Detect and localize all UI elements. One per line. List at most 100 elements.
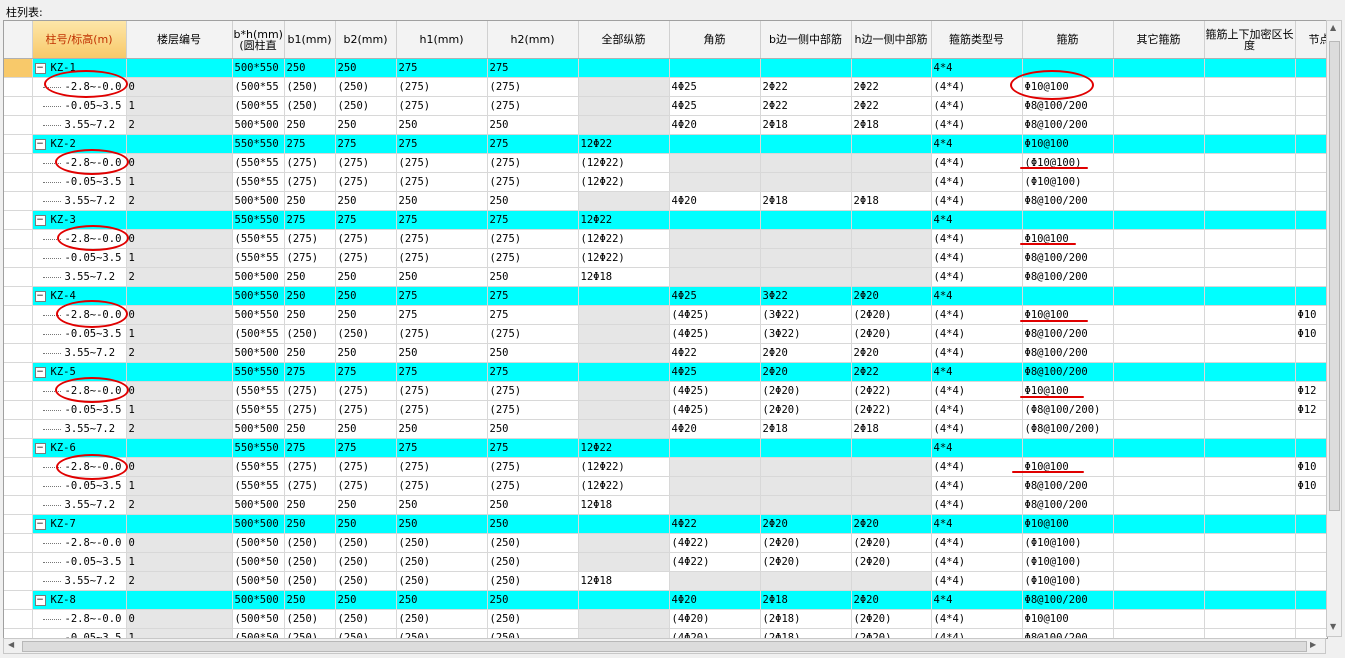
table-cell[interactable]: 250 bbox=[396, 514, 488, 534]
floor-row[interactable]: -0.05~3.5 1 (500*50 (250) (250) (250) (250) (4Φ… bbox=[4, 628, 1327, 638]
table-cell[interactable]: 0 bbox=[126, 457, 233, 477]
table-cell[interactable] bbox=[1113, 571, 1205, 591]
table-cell[interactable]: 2Φ20 bbox=[851, 590, 932, 610]
collapse-icon[interactable]: − bbox=[34, 138, 46, 150]
table-cell[interactable]: (500*50 bbox=[232, 552, 285, 572]
table-cell[interactable] bbox=[126, 438, 233, 458]
column-group-row[interactable]: − KZ-6 550*550 275 275 275 275 12Φ22 4*4 bbox=[4, 438, 1327, 458]
table-cell[interactable]: -0.05~3.5 bbox=[32, 172, 127, 192]
collapse-icon[interactable]: − bbox=[34, 62, 46, 74]
table-cell[interactable]: 2Φ18 bbox=[760, 191, 852, 211]
table-cell[interactable]: (12Φ22) bbox=[578, 248, 670, 268]
table-cell[interactable]: 2Φ20 bbox=[851, 514, 932, 534]
table-cell[interactable]: 275 bbox=[335, 210, 397, 230]
table-cell[interactable]: (Φ8@100/200) bbox=[1022, 400, 1114, 420]
column-group-row[interactable]: − KZ-8 500*500 250 250 250 250 4Φ20 2Φ18 2Φ20 4*4 Φ… bbox=[4, 590, 1327, 610]
table-cell[interactable] bbox=[1204, 419, 1296, 439]
table-cell[interactable] bbox=[1295, 438, 1327, 458]
table-cell[interactable]: 500*500 bbox=[232, 590, 285, 610]
row-indicator[interactable] bbox=[4, 305, 33, 325]
table-cell[interactable] bbox=[1113, 248, 1205, 268]
row-indicator[interactable] bbox=[4, 457, 33, 477]
table-cell[interactable]: 0 bbox=[126, 533, 233, 553]
table-cell[interactable] bbox=[1022, 210, 1114, 230]
table-cell[interactable] bbox=[1204, 628, 1296, 638]
table-cell[interactable]: 1 bbox=[126, 172, 233, 192]
table-cell[interactable]: 3.55~7.2 bbox=[32, 115, 127, 135]
table-cell[interactable]: Φ10 bbox=[1295, 457, 1327, 477]
row-indicator[interactable] bbox=[4, 400, 33, 420]
table-cell[interactable] bbox=[851, 571, 932, 591]
table-cell[interactable]: (4*4) bbox=[931, 457, 1023, 477]
table-cell[interactable]: 0 bbox=[126, 305, 233, 325]
table-cell[interactable]: (275) bbox=[335, 172, 397, 192]
table-cell[interactable]: (4Φ25) bbox=[669, 400, 761, 420]
row-indicator[interactable] bbox=[4, 191, 33, 211]
table-cell[interactable]: 4*4 bbox=[931, 210, 1023, 230]
table-cell[interactable]: 4Φ22 bbox=[669, 514, 761, 534]
table-cell[interactable]: 250 bbox=[487, 590, 579, 610]
table-cell[interactable]: Φ8@100/200 bbox=[1022, 96, 1114, 116]
table-cell[interactable] bbox=[578, 552, 670, 572]
table-cell[interactable]: -2.8~-0.0 bbox=[32, 153, 127, 173]
table-cell[interactable]: 250 bbox=[284, 419, 336, 439]
column-table-grid[interactable]: 柱号/标高(m) 楼层编号 b*h(mm)(圆柱直 b1(mm) b2(mm) h1(mm… bbox=[3, 20, 1328, 639]
scroll-down-icon[interactable]: ▼ bbox=[1330, 622, 1337, 631]
table-cell[interactable]: − KZ-6 bbox=[32, 438, 127, 458]
table-cell[interactable]: 275 bbox=[396, 58, 488, 78]
table-cell[interactable]: (250) bbox=[335, 609, 397, 629]
floor-row[interactable]: 3.55~7.2 2 500*500 250 250 250 250 4Φ20 2Φ18 2Φ18… bbox=[4, 419, 1327, 439]
table-cell[interactable]: (500*55 bbox=[232, 77, 285, 97]
table-cell[interactable]: Φ10 bbox=[1295, 305, 1327, 325]
table-cell[interactable]: 250 bbox=[396, 115, 488, 135]
column-group-row[interactable]: − KZ-7 500*500 250 250 250 250 4Φ22 2Φ20 2Φ20 4*4 Φ… bbox=[4, 514, 1327, 534]
row-indicator[interactable] bbox=[4, 210, 33, 230]
table-cell[interactable]: 0 bbox=[126, 381, 233, 401]
table-cell[interactable]: 500*500 bbox=[232, 115, 285, 135]
table-cell[interactable] bbox=[760, 267, 852, 287]
table-cell[interactable]: (2Φ18) bbox=[760, 628, 852, 638]
table-cell[interactable] bbox=[1295, 590, 1327, 610]
table-cell[interactable] bbox=[1204, 400, 1296, 420]
table-cell[interactable]: (250) bbox=[284, 533, 336, 553]
column-header[interactable]: b*h(mm)(圆柱直 bbox=[232, 21, 285, 59]
table-cell[interactable]: 1 bbox=[126, 552, 233, 572]
table-cell[interactable]: 4Φ25 bbox=[669, 96, 761, 116]
table-cell[interactable]: (12Φ22) bbox=[578, 153, 670, 173]
table-cell[interactable] bbox=[1022, 58, 1114, 78]
row-indicator[interactable] bbox=[4, 267, 33, 287]
table-cell[interactable] bbox=[1295, 134, 1327, 154]
table-cell[interactable]: Φ10@100 bbox=[1022, 514, 1114, 534]
table-cell[interactable]: 275 bbox=[335, 438, 397, 458]
table-cell[interactable]: 1 bbox=[126, 628, 233, 638]
table-cell[interactable]: 250 bbox=[396, 191, 488, 211]
column-header[interactable]: b1(mm) bbox=[284, 21, 336, 59]
table-cell[interactable] bbox=[126, 210, 233, 230]
table-cell[interactable] bbox=[851, 134, 932, 154]
table-cell[interactable]: (2Φ20) bbox=[760, 552, 852, 572]
table-cell[interactable]: (275) bbox=[396, 248, 488, 268]
table-cell[interactable] bbox=[578, 533, 670, 553]
table-cell[interactable]: (275) bbox=[396, 324, 488, 344]
table-cell[interactable]: (2Φ20) bbox=[851, 552, 932, 572]
table-cell[interactable]: 2Φ20 bbox=[760, 362, 852, 382]
table-cell[interactable] bbox=[126, 362, 233, 382]
table-cell[interactable]: (4*4) bbox=[931, 172, 1023, 192]
table-cell[interactable] bbox=[578, 343, 670, 363]
table-cell[interactable]: (275) bbox=[487, 96, 579, 116]
row-indicator[interactable] bbox=[4, 58, 33, 78]
column-group-row[interactable]: − KZ-2 550*550 275 275 275 275 12Φ22 4*4 Φ10@100 bbox=[4, 134, 1327, 154]
table-cell[interactable]: 250 bbox=[487, 267, 579, 287]
table-cell[interactable]: (250) bbox=[284, 571, 336, 591]
floor-row[interactable]: -2.8~-0.0 0 500*550 250 250 275 275 (4Φ25) (3Φ22… bbox=[4, 305, 1327, 325]
table-cell[interactable] bbox=[669, 210, 761, 230]
table-cell[interactable]: 250 bbox=[396, 495, 488, 515]
table-cell[interactable]: (550*55 bbox=[232, 229, 285, 249]
table-cell[interactable]: (275) bbox=[396, 457, 488, 477]
table-cell[interactable]: 3Φ22 bbox=[760, 286, 852, 306]
table-cell[interactable] bbox=[1204, 533, 1296, 553]
table-cell[interactable] bbox=[578, 305, 670, 325]
table-cell[interactable]: Φ12 bbox=[1295, 400, 1327, 420]
table-cell[interactable] bbox=[669, 172, 761, 192]
table-cell[interactable] bbox=[851, 172, 932, 192]
